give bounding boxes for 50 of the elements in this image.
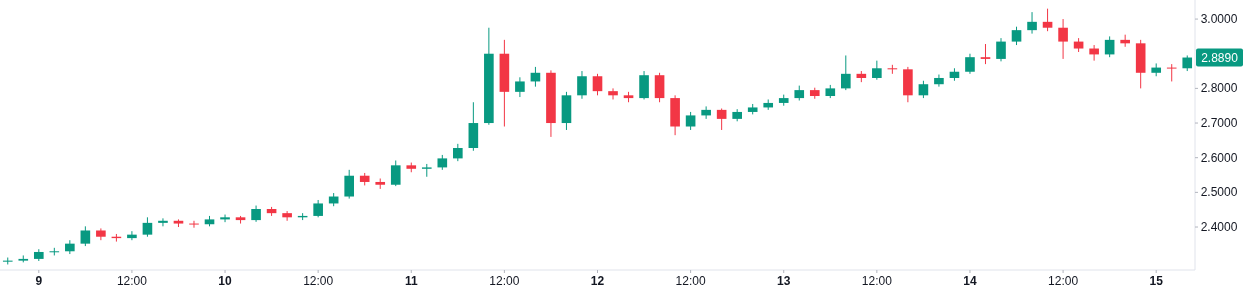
- candlestick: [685, 111, 696, 131]
- candlestick: [577, 70, 587, 100]
- candlestick: [282, 210, 292, 222]
- candlestick: [872, 60, 882, 81]
- candlestick: [127, 230, 137, 241]
- candlestick: [965, 53, 975, 75]
- x-tick-label: 12:00: [303, 274, 334, 288]
- x-tick-label: 12:00: [861, 274, 893, 288]
- candlestick: [189, 220, 199, 229]
- y-tick-label: 2.4000: [1200, 220, 1238, 235]
- x-tick-label: 14: [963, 274, 977, 288]
- candlestick: [934, 74, 944, 88]
- candlestick: [515, 76, 525, 98]
- candlestick: [654, 72, 665, 103]
- candlestick: [1011, 26, 1022, 46]
- y-tick-label: 3.0000: [1200, 12, 1238, 27]
- x-tick-label: 10: [218, 274, 233, 288]
- x-tick-label: 13: [777, 274, 791, 288]
- candlestick: [1104, 35, 1115, 58]
- x-tick-label: 11: [404, 274, 418, 288]
- candlestick: [980, 43, 991, 65]
- x-tick-label: 12:00: [489, 274, 520, 288]
- candlestick: [701, 105, 711, 120]
- y-tick-label: 2.6000: [1200, 150, 1238, 165]
- y-tick-label: 2.8000: [1200, 81, 1238, 96]
- candlestick: [142, 216, 153, 238]
- candlestick: [1027, 11, 1037, 35]
- y-tick-label: 2.7000: [1200, 116, 1238, 131]
- text: 2.8890: [1201, 50, 1239, 65]
- candlestick: [639, 70, 649, 100]
- candlestick: [996, 37, 1006, 62]
- candlestick: [608, 87, 618, 100]
- x-tick-label: 15: [1149, 274, 1164, 288]
- candlestick: [1166, 63, 1177, 82]
- x-tick-label: 9: [35, 274, 43, 288]
- x-tick-label: 12:00: [116, 274, 148, 288]
- candlestick: [220, 214, 230, 223]
- candlestick: [390, 159, 401, 187]
- y-tick-label: 2.5000: [1200, 185, 1238, 200]
- x-tick-label: 12:00: [675, 274, 706, 288]
- candlestick: [592, 73, 603, 96]
- candlestick: [80, 225, 91, 247]
- candlestick: [344, 169, 354, 200]
- candlestick: [841, 54, 851, 91]
- candlestick: [716, 107, 727, 131]
- candlestick: [158, 217, 168, 227]
- candlestick: [1058, 18, 1068, 60]
- x-tick-label: 12: [590, 274, 605, 288]
- x-tick-label: 12:00: [1048, 274, 1079, 288]
- candlestick: [1042, 8, 1053, 32]
